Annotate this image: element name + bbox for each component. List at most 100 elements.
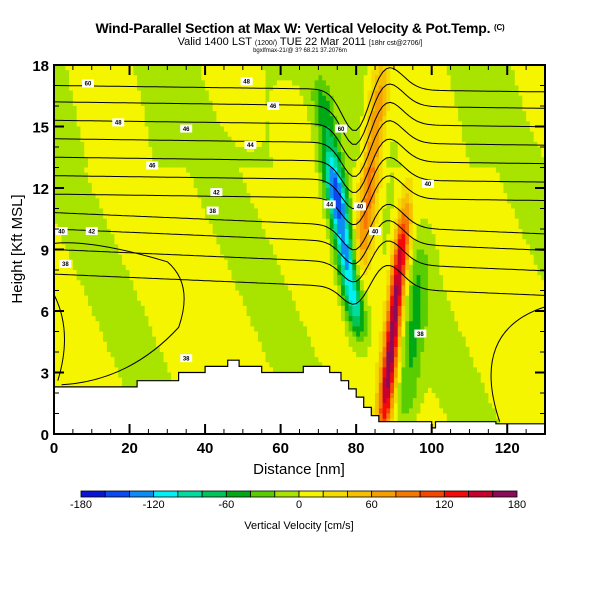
field-cell	[159, 167, 165, 174]
field-cell	[446, 136, 452, 143]
field-cell	[99, 141, 104, 148]
field-cell	[526, 106, 531, 112]
field-cell	[409, 147, 414, 153]
field-cell	[378, 254, 384, 261]
field-cell	[390, 111, 395, 117]
field-cell	[125, 244, 131, 251]
field-cell	[454, 254, 459, 261]
field-cell	[242, 106, 248, 112]
field-cell	[171, 203, 176, 210]
field-cell	[140, 116, 146, 122]
field-cell	[325, 182, 331, 189]
field-cell	[273, 182, 278, 189]
field-cell	[378, 203, 384, 210]
field-cell	[205, 229, 210, 235]
field-cell	[401, 75, 406, 81]
field-cell	[273, 234, 278, 240]
field-cell	[322, 172, 327, 179]
field-cell	[393, 75, 399, 81]
field-cell	[84, 167, 89, 174]
field-cell	[341, 182, 346, 189]
field-cell	[424, 136, 429, 143]
field-cell	[352, 167, 357, 174]
field-cell	[348, 254, 353, 261]
field-cell	[469, 85, 474, 92]
field-cell	[118, 80, 123, 87]
field-cell	[72, 213, 78, 220]
field-cell	[518, 152, 523, 158]
field-cell	[386, 85, 391, 92]
field-cell	[503, 85, 508, 92]
field-cell	[178, 167, 184, 174]
field-cell	[371, 162, 376, 169]
field-cell	[193, 80, 199, 87]
field-cell	[386, 111, 391, 117]
field-cell	[193, 162, 199, 169]
field-cell	[318, 70, 323, 76]
field-cell	[537, 95, 542, 102]
field-cell	[522, 106, 527, 112]
field-cell	[254, 126, 259, 133]
field-cell	[171, 259, 176, 266]
field-cell	[495, 167, 501, 174]
field-cell	[537, 234, 542, 240]
field-cell	[235, 95, 240, 102]
field-cell	[118, 177, 123, 184]
field-cell	[159, 213, 165, 220]
field-cell	[310, 167, 316, 174]
field-cell	[133, 85, 138, 92]
field-cell	[337, 141, 342, 148]
field-cell	[239, 182, 244, 189]
field-cell	[310, 116, 316, 122]
field-cell	[424, 218, 429, 225]
field-cell	[533, 136, 539, 143]
field-cell	[484, 172, 489, 179]
field-cell	[322, 106, 327, 112]
field-cell	[205, 131, 210, 138]
field-cell	[375, 198, 380, 204]
field-cell	[307, 234, 312, 240]
field-cell	[356, 223, 361, 230]
field-cell	[371, 136, 376, 143]
field-cell	[390, 147, 395, 153]
field-cell	[390, 162, 395, 169]
field-cell	[91, 131, 97, 138]
field-cell	[250, 198, 255, 204]
field-cell	[239, 141, 244, 148]
field-cell	[495, 95, 501, 102]
field-cell	[201, 198, 206, 204]
field-cell	[375, 167, 380, 174]
field-cell	[103, 75, 108, 81]
field-cell	[454, 162, 459, 169]
field-cell	[363, 100, 369, 107]
field-cell	[265, 172, 270, 179]
field-cell	[458, 239, 463, 245]
field-cell	[182, 116, 187, 122]
field-cell	[450, 136, 455, 143]
field-cell	[348, 193, 353, 199]
field-cell	[318, 193, 323, 199]
field-cell	[291, 234, 297, 240]
field-cell	[291, 147, 297, 153]
field-cell	[465, 70, 471, 76]
field-cell	[103, 95, 108, 102]
field-cell	[420, 249, 425, 256]
field-cell	[322, 254, 327, 261]
field-cell	[148, 172, 153, 179]
field-cell	[57, 75, 63, 81]
field-cell	[103, 106, 108, 112]
field-cell	[303, 162, 308, 169]
field-cell	[140, 111, 146, 117]
field-cell	[469, 121, 474, 128]
field-cell	[473, 111, 478, 117]
field-cell	[148, 234, 153, 240]
field-cell	[299, 111, 304, 117]
field-cell	[129, 100, 134, 107]
field-cell	[390, 229, 395, 235]
field-cell	[246, 65, 251, 71]
field-cell	[401, 223, 406, 230]
field-cell	[280, 100, 285, 107]
field-cell	[118, 213, 123, 220]
field-cell	[201, 234, 206, 240]
field-cell	[295, 239, 301, 245]
